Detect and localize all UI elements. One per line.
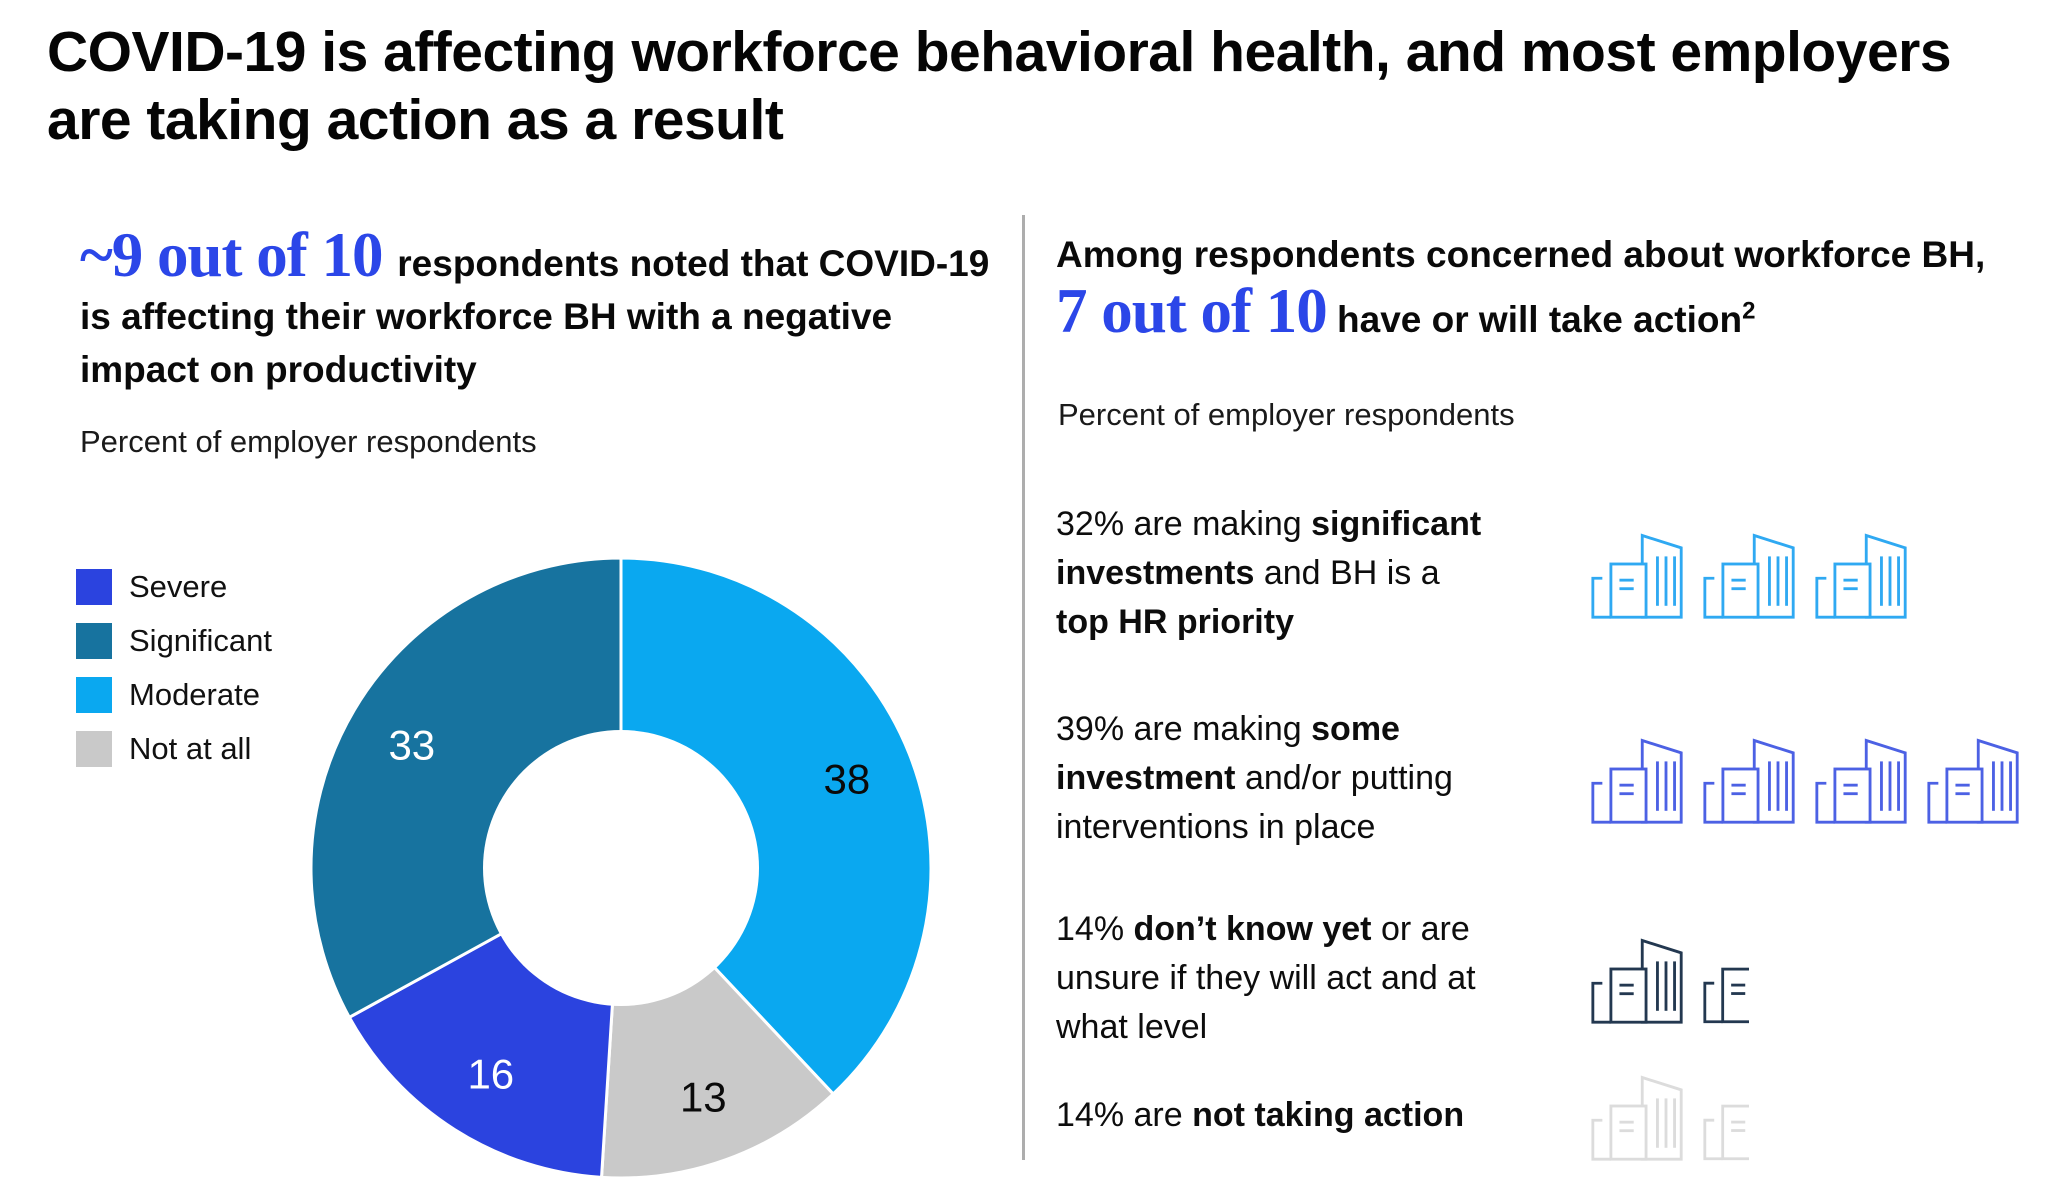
text-segment: significant investments xyxy=(1056,505,1482,592)
donut-hole xyxy=(483,730,759,1006)
building-icon xyxy=(1703,534,1795,619)
text-segment: some investment xyxy=(1056,710,1400,797)
donut-chart: 38 13 16 33 xyxy=(311,558,931,1178)
text-segment: or are unsure if they will act and at wh… xyxy=(1056,910,1476,1046)
building-icon xyxy=(1591,939,1683,1024)
building-icon-group xyxy=(1590,731,2021,826)
text-segment: respondents noted that COVID-19 is affec… xyxy=(80,243,990,390)
left-axis-caption: Percent of employer respondents xyxy=(80,424,537,459)
donut-slice-moderate xyxy=(619,558,931,1097)
legend-label: Severe xyxy=(129,569,228,604)
action-items: 32% are making significant investments a… xyxy=(1056,500,2048,1163)
building-icon xyxy=(1815,739,1907,824)
action-item-4: 14% are not taking action xyxy=(1056,1068,2048,1163)
donut-value-label-moderate: 38 xyxy=(824,756,871,803)
right-headline: Among respondents concerned about workfo… xyxy=(1056,224,1986,351)
building-icon-group xyxy=(1590,1068,1749,1163)
text-segment: top HR priority xyxy=(1056,603,1294,641)
legend-label: Moderate xyxy=(129,677,260,712)
page-title: COVID-19 is affecting workforce behavior… xyxy=(47,20,1952,152)
headline-accent-number: 7 out of 10 xyxy=(1056,276,1328,346)
left-headline: ~9 out of 10 respondents noted that COVI… xyxy=(80,224,1000,396)
text-segment: Among respondents concerned about workfo… xyxy=(1056,234,1986,275)
text-segment: don’t know yet xyxy=(1133,910,1372,948)
legend: Severe Significant Moderate Not at all xyxy=(76,569,272,785)
section-divider xyxy=(1022,215,1025,1160)
building-icon xyxy=(1703,739,1795,824)
building-icon xyxy=(1927,739,2019,824)
text-segment: 32% are making xyxy=(1056,505,1312,543)
text-segment: and/or putting interventions in place xyxy=(1056,759,1453,846)
legend-item-severe: Severe xyxy=(76,569,272,605)
text-segment: have or will take action xyxy=(1326,299,1743,340)
legend-item-not-at-all: Not at all xyxy=(76,731,272,767)
right-axis-caption: Percent of employer respondents xyxy=(1058,397,1515,432)
building-partial-icon xyxy=(1703,939,1749,1024)
action-item-text: 39% are making some investment and/or pu… xyxy=(1056,705,1491,852)
action-item-text: 14% don’t know yet or are unsure if they… xyxy=(1056,905,1491,1052)
building-icon xyxy=(1591,739,1683,824)
action-item-1: 32% are making significant investments a… xyxy=(1056,500,2048,647)
text-segment: and BH is a xyxy=(1254,554,1440,592)
legend-swatch xyxy=(76,569,112,605)
legend-item-moderate: Moderate xyxy=(76,677,272,713)
building-icon xyxy=(1815,534,1907,619)
donut-value-label-significant: 33 xyxy=(388,721,435,768)
building-partial-icon xyxy=(1703,1076,1749,1161)
action-item-2: 39% are making some investment and/or pu… xyxy=(1056,705,2048,852)
building-icon-group xyxy=(1590,526,1909,621)
donut-value-label-severe: 16 xyxy=(467,1050,514,1097)
text-segment: 14% xyxy=(1056,910,1134,948)
action-item-text: 32% are making significant investments a… xyxy=(1056,500,1491,647)
action-item-text: 14% are not taking action xyxy=(1056,1091,1491,1140)
text-segment: 39% are making xyxy=(1056,710,1312,748)
legend-swatch xyxy=(76,731,112,767)
text-segment: 2 xyxy=(1742,297,1756,325)
action-item-3: 14% don’t know yet or are unsure if they… xyxy=(1056,905,2048,1052)
legend-label: Significant xyxy=(129,623,273,658)
text-segment: 14% are xyxy=(1056,1096,1193,1134)
legend-label: Not at all xyxy=(129,731,252,766)
headline-accent-number: ~9 out of 10 xyxy=(80,220,398,290)
donut-value-label-not-at-all: 13 xyxy=(680,1074,727,1121)
text-segment: not taking action xyxy=(1192,1096,1465,1134)
building-icon-group xyxy=(1590,931,1749,1026)
building-icon xyxy=(1591,534,1683,619)
legend-item-significant: Significant xyxy=(76,623,272,659)
legend-swatch xyxy=(76,623,112,659)
legend-swatch xyxy=(76,677,112,713)
building-icon xyxy=(1591,1076,1683,1161)
